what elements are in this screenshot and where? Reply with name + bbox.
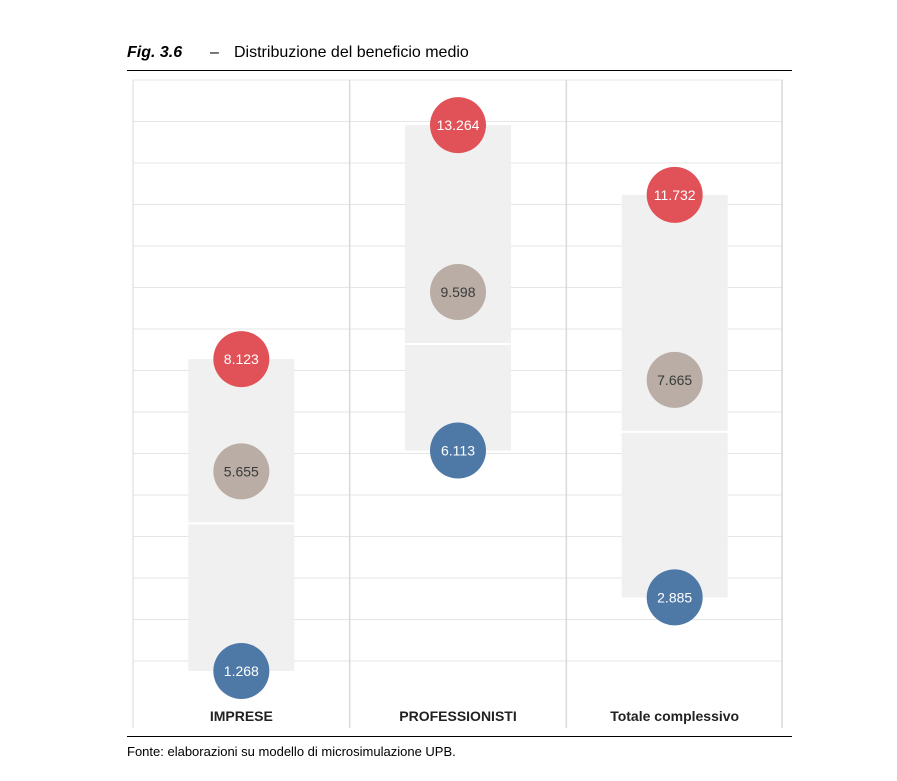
data-label: 2.885	[657, 589, 692, 605]
data-point: 1.268	[213, 642, 270, 699]
category-label: PROFESSIONISTI	[399, 708, 516, 724]
range-band	[188, 359, 295, 671]
data-point-marker	[646, 166, 703, 223]
data-point: 13.264	[430, 97, 486, 154]
data-point: 5.655	[213, 443, 270, 500]
data-label: 13.264	[437, 117, 480, 133]
category-axis: IMPRESE PROFESSIONISTI Totale complessivo	[210, 708, 739, 724]
data-point-marker	[213, 331, 270, 388]
data-label: 6.113	[441, 443, 475, 459]
top-rule	[127, 70, 792, 71]
data-point-marker	[430, 97, 486, 154]
data-point: 8.123	[213, 331, 270, 388]
data-point: 7.665	[646, 351, 703, 408]
data-label: 9.598	[440, 284, 475, 300]
data-label: 8.123	[224, 351, 259, 367]
figure-title: Distribuzione del beneficio medio	[234, 44, 469, 61]
source-note: Fonte: elaborazioni su modello di micros…	[127, 744, 456, 759]
data-point-marker	[430, 422, 486, 479]
data-point: 2.885	[646, 569, 703, 626]
data-point-marker	[646, 351, 703, 408]
category-label: IMPRESE	[210, 708, 273, 724]
data-point-marker	[430, 263, 486, 320]
figure-dash: –	[210, 44, 219, 61]
separator-layer	[132, 80, 783, 728]
data-label: 7.665	[657, 372, 692, 388]
data-label: 5.655	[224, 463, 259, 479]
data-point-marker	[213, 642, 270, 699]
category-label: Totale complessivo	[610, 708, 739, 724]
data-point: 11.732	[646, 166, 703, 223]
data-label: 1.268	[224, 663, 259, 679]
data-point-marker	[213, 443, 270, 500]
figure-label: Fig. 3.6	[127, 44, 183, 61]
point-layer: 8.123 13.264 11.732 5.655 9.598 7.665 1.268 6.1…	[213, 97, 703, 699]
data-label: 11.732	[654, 187, 696, 203]
figure-header: Fig. 3.6 – Distribuzione del beneficio m…	[127, 44, 792, 68]
bottom-rule	[127, 736, 792, 737]
data-point: 9.598	[430, 263, 486, 320]
range-band-layer	[188, 125, 728, 671]
data-point-marker	[646, 569, 703, 626]
data-point: 6.113	[430, 422, 486, 479]
